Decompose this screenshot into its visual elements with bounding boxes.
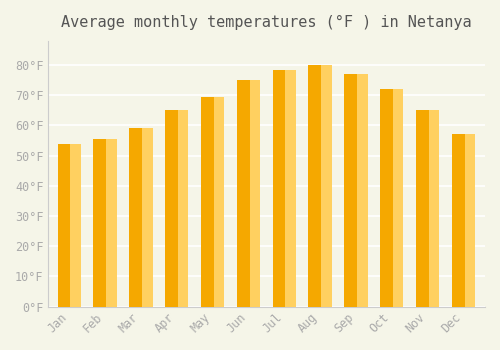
Bar bbox=[142, 128, 152, 307]
Bar bbox=[129, 128, 142, 307]
Bar bbox=[464, 134, 475, 307]
Bar bbox=[250, 80, 260, 307]
Bar bbox=[393, 89, 404, 307]
Bar bbox=[429, 110, 440, 307]
Bar bbox=[380, 89, 393, 307]
Bar bbox=[357, 74, 368, 307]
Bar bbox=[344, 74, 357, 307]
Bar bbox=[272, 70, 285, 307]
Bar bbox=[165, 110, 178, 307]
Bar bbox=[286, 70, 296, 307]
Bar bbox=[237, 80, 250, 307]
Bar bbox=[94, 139, 106, 307]
Bar bbox=[452, 134, 464, 307]
Bar bbox=[308, 65, 322, 307]
Title: Average monthly temperatures (°F ) in Netanya: Average monthly temperatures (°F ) in Ne… bbox=[61, 15, 472, 30]
Bar bbox=[201, 97, 213, 307]
Bar bbox=[58, 144, 70, 307]
Bar bbox=[70, 144, 81, 307]
Bar bbox=[416, 110, 429, 307]
Bar bbox=[106, 139, 117, 307]
Bar bbox=[322, 65, 332, 307]
Bar bbox=[178, 110, 188, 307]
Bar bbox=[214, 97, 224, 307]
